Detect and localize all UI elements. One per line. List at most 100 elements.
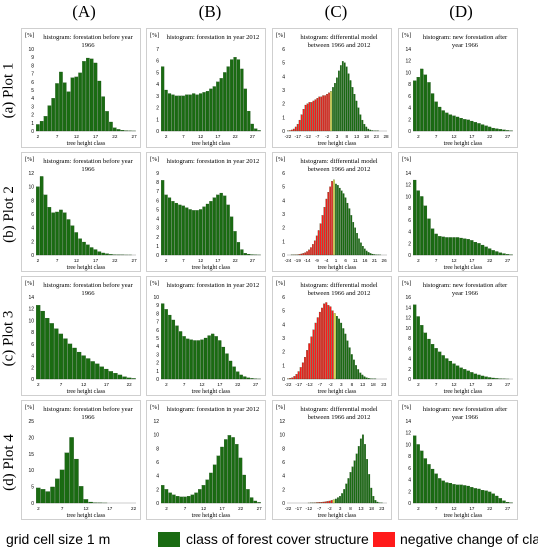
x-tick-label: -17 xyxy=(294,134,301,139)
histogram-bar xyxy=(348,208,351,256)
histogram-bar xyxy=(427,338,431,380)
histogram-bar xyxy=(178,95,182,132)
histogram-bar xyxy=(212,464,217,504)
x-tick-label: 23 xyxy=(374,134,380,139)
histogram-bar xyxy=(188,94,192,132)
y-tick-label: 6 xyxy=(156,460,159,466)
histogram-bar xyxy=(212,86,216,132)
histogram-bar xyxy=(59,469,65,504)
histogram-bar xyxy=(427,82,431,132)
y-tick-label: 3 xyxy=(156,94,159,100)
x-tick-label: 21 xyxy=(372,258,378,263)
y-axis-label: [%] xyxy=(25,156,34,163)
chart-title-line: year 1966 xyxy=(452,42,479,49)
y-tick-label: 9 xyxy=(31,55,34,61)
x-axis-label: tree height class xyxy=(444,265,483,271)
histogram-bar xyxy=(423,74,428,132)
histogram-bar xyxy=(488,491,492,504)
histogram-bar xyxy=(223,195,227,256)
histogram-bar xyxy=(331,181,333,256)
histogram-bar xyxy=(352,222,355,256)
chart-title-line: 1966 xyxy=(81,414,95,421)
histogram-bar xyxy=(298,119,301,132)
histogram-bar xyxy=(314,99,317,132)
histogram-bar xyxy=(430,228,435,256)
histogram-bar xyxy=(473,488,478,504)
y-tick-label: 3 xyxy=(156,226,159,232)
histogram-bar xyxy=(347,478,350,504)
y-tick-label: 2 xyxy=(156,361,159,367)
x-tick-label: 12 xyxy=(201,506,207,511)
histogram-bar xyxy=(209,201,213,256)
x-tick-label: 8 xyxy=(351,382,354,387)
y-tick-label: 8 xyxy=(408,82,411,88)
histogram-bar xyxy=(175,496,180,504)
x-tick-label: 7 xyxy=(182,134,185,139)
histogram-bar xyxy=(214,336,218,380)
histogram-bar xyxy=(249,497,254,504)
y-tick-label: 7 xyxy=(156,47,159,53)
histogram-bar xyxy=(320,96,323,132)
histogram-bar xyxy=(253,500,258,504)
histogram-bar xyxy=(195,94,199,132)
histogram-bar xyxy=(430,344,435,380)
histogram-bar xyxy=(168,314,172,380)
legend-grid-size: grid cell size 1 m xyxy=(6,531,111,547)
histogram-bar xyxy=(357,107,360,132)
histogram-bar xyxy=(308,343,311,380)
histogram-bar xyxy=(298,254,301,256)
histogram-bar xyxy=(89,247,94,256)
histogram-bar xyxy=(236,59,241,132)
histogram-bar xyxy=(164,89,168,132)
y-tick-label: 6 xyxy=(408,346,411,352)
histogram-bar xyxy=(233,57,237,132)
histogram-bar xyxy=(172,494,176,504)
histogram-bar xyxy=(97,80,102,132)
histogram-bar xyxy=(185,207,189,256)
histogram-panel-d3: histogram: new forestation after year 196… xyxy=(398,276,518,396)
y-tick-label: 6 xyxy=(408,218,411,224)
histogram-bar xyxy=(361,374,364,380)
histogram-bar xyxy=(459,118,463,132)
histogram-bar xyxy=(70,77,75,132)
legend-negative-swatch xyxy=(373,532,395,547)
histogram-bar xyxy=(182,336,186,380)
x-tick-label: 18 xyxy=(369,506,375,511)
histogram-bar xyxy=(233,231,237,256)
y-tick-label: 2 xyxy=(282,102,285,108)
histogram-bar xyxy=(69,437,74,504)
histogram-bar xyxy=(459,484,463,504)
histogram-bar xyxy=(254,128,258,132)
row-header-plot-3: (c) Plot 3 xyxy=(0,310,17,366)
y-tick-label: 5 xyxy=(156,70,159,76)
histogram-bar xyxy=(58,333,64,380)
histogram-bar xyxy=(341,61,344,132)
x-tick-label: -22 xyxy=(285,134,292,139)
histogram-bar xyxy=(354,227,356,256)
histogram-bar xyxy=(337,185,339,256)
histogram-bar xyxy=(355,365,357,380)
histogram-bar xyxy=(101,252,105,256)
y-axis-label: [%] xyxy=(276,32,285,39)
chart-title-line: histogram: forestation before year xyxy=(43,282,133,289)
histogram-bar xyxy=(452,115,456,132)
x-tick-label: 17 xyxy=(215,134,221,139)
histogram-bar xyxy=(174,202,178,256)
histogram-bar xyxy=(62,82,67,132)
histogram-panel-a2: histogram: forestation before year 1966 [%… xyxy=(21,152,141,272)
histogram-bar xyxy=(495,251,499,256)
histogram-bar xyxy=(240,68,244,132)
histogram-bar xyxy=(331,310,334,380)
histogram-bar xyxy=(243,376,247,380)
histogram-bar xyxy=(66,91,71,132)
histogram-bar xyxy=(455,484,460,504)
y-tick-label: 10 xyxy=(405,326,411,332)
histogram-bar xyxy=(62,212,67,256)
histogram-bar xyxy=(420,325,424,380)
histogram-bar xyxy=(361,119,364,132)
histogram-bar xyxy=(314,322,317,380)
y-tick-label: 6 xyxy=(282,171,285,177)
histogram-bar xyxy=(192,93,196,132)
x-tick-label: 18 xyxy=(364,134,370,139)
y-tick-label: 4 xyxy=(31,354,34,360)
